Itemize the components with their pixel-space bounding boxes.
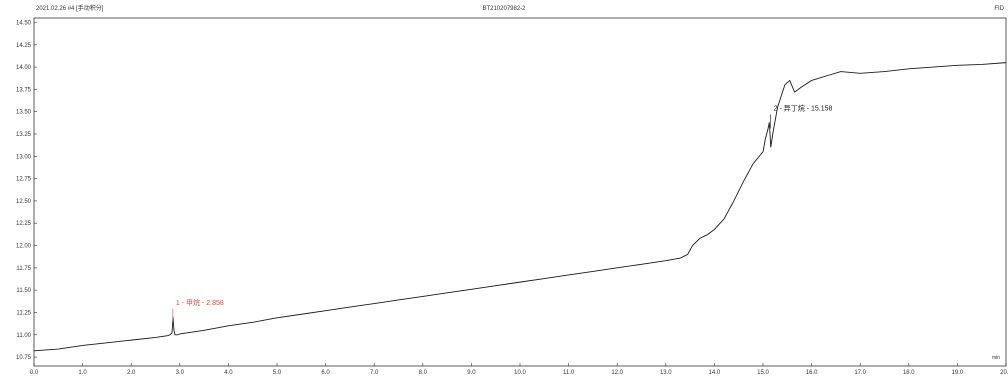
y-tick-label: 10.75: [16, 355, 32, 361]
x-tick-label: 7.0: [370, 370, 379, 376]
x-tick-label: 9.0: [467, 370, 476, 376]
x-tick-label: 3.0: [176, 370, 185, 376]
x-tick-label: 17.0: [854, 370, 866, 376]
x-tick-label: 13.0: [660, 370, 672, 376]
y-tick-label: 14.25: [16, 43, 32, 49]
y-tick-label: 13.25: [16, 132, 32, 138]
x-tick-label: 2.0: [127, 370, 136, 376]
y-tick-label: 12.25: [16, 221, 32, 227]
x-tick-label: 4.0: [224, 370, 233, 376]
x-tick-label: 16.0: [806, 370, 818, 376]
y-tick-label: 11.50: [16, 288, 31, 294]
x-axis: 0.0 1.0 2.0 3.0 4.0 5.0 6.0 7.0 8.0 9.0 10.0 11.0 12…: [30, 363, 1008, 376]
y-tick-label: 12.75: [16, 177, 32, 183]
x-tick-label: 18.0: [903, 370, 915, 376]
x-tick-label: 6.0: [321, 370, 330, 376]
x-tick-label: 5.0: [273, 370, 282, 376]
y-tick-label: 13.75: [16, 87, 32, 93]
y-tick-label: 13.50: [16, 110, 32, 116]
x-tick-label: 15.0: [757, 370, 769, 376]
header-right-text: FID: [994, 6, 1004, 12]
x-tick-label: 20.0: [1000, 370, 1008, 376]
x-tick-label: 11.0: [563, 370, 575, 376]
y-axis: 10.75 11.00 11.25 11.50 11.75 12.00 12.25 12.50…: [16, 20, 37, 361]
x-axis-unit-label: min: [992, 355, 1000, 361]
series-layer: [33, 62, 1007, 352]
y-tick-label: 14.50: [16, 20, 32, 26]
x-tick-label: 10.0: [514, 370, 526, 376]
y-tick-label: 11.25: [16, 310, 31, 316]
x-tick-label: 0.0: [30, 370, 39, 376]
y-tick-label: 11.75: [16, 266, 31, 272]
y-tick-label: 12.00: [16, 244, 32, 250]
y-tick-label: 13.00: [16, 154, 32, 160]
y-tick-label: 12.50: [16, 199, 32, 205]
header-left-text: 2021.02.26 #4 [手动积分]: [36, 4, 104, 12]
x-tick-label: 8.0: [419, 370, 428, 376]
plot-frame: [33, 17, 1007, 367]
peak-label: 1 - 甲烷 - 2.858: [176, 298, 224, 307]
x-tick-label: 1.0: [78, 370, 87, 376]
x-tick-label: 12.0: [611, 370, 623, 376]
series-line: [33, 62, 1007, 352]
x-tick-label: 14.0: [709, 370, 721, 376]
y-tick-label: 14.00: [16, 65, 32, 71]
x-tick-label: 19.0: [952, 370, 964, 376]
y-tick-label: 11.00: [16, 333, 31, 339]
peak-label: 2 - 异丁烷 - 15.158: [774, 103, 833, 112]
header-center-text: BT21020798​2-2: [482, 6, 526, 12]
annotation-layer: 1 - 甲烷 - 2.858 2 - 异丁烷 - 15.158: [172, 103, 833, 323]
